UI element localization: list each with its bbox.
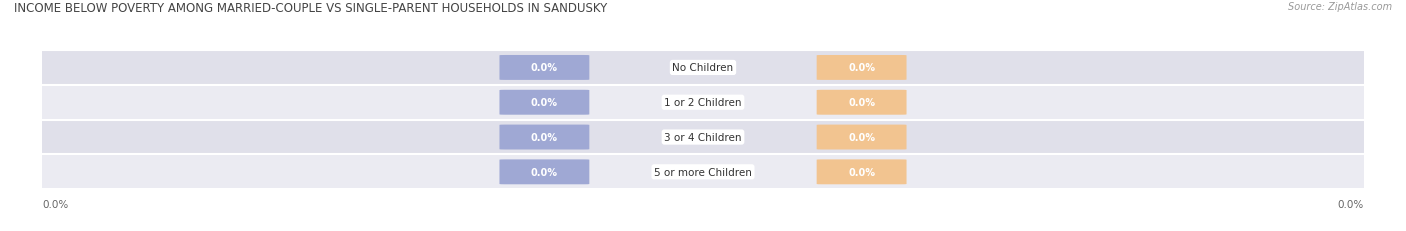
Text: 1 or 2 Children: 1 or 2 Children: [664, 98, 742, 108]
Text: 0.0%: 0.0%: [848, 98, 875, 108]
Text: 5 or more Children: 5 or more Children: [654, 167, 752, 177]
FancyBboxPatch shape: [499, 160, 589, 185]
Text: INCOME BELOW POVERTY AMONG MARRIED-COUPLE VS SINGLE-PARENT HOUSEHOLDS IN SANDUSK: INCOME BELOW POVERTY AMONG MARRIED-COUPL…: [14, 2, 607, 15]
FancyBboxPatch shape: [817, 125, 907, 150]
Text: 0.0%: 0.0%: [531, 98, 558, 108]
FancyBboxPatch shape: [817, 56, 907, 81]
Bar: [42, 51, 1364, 85]
Text: No Children: No Children: [672, 63, 734, 73]
FancyBboxPatch shape: [817, 90, 907, 115]
Text: 0.0%: 0.0%: [42, 199, 69, 209]
Text: 0.0%: 0.0%: [1337, 199, 1364, 209]
Text: 0.0%: 0.0%: [848, 63, 875, 73]
FancyBboxPatch shape: [499, 56, 589, 81]
Bar: [42, 120, 1364, 155]
FancyBboxPatch shape: [499, 90, 589, 115]
Text: Source: ZipAtlas.com: Source: ZipAtlas.com: [1288, 2, 1392, 12]
Text: 3 or 4 Children: 3 or 4 Children: [664, 132, 742, 143]
Text: 0.0%: 0.0%: [531, 132, 558, 143]
FancyBboxPatch shape: [499, 125, 589, 150]
FancyBboxPatch shape: [817, 160, 907, 185]
Text: 0.0%: 0.0%: [848, 167, 875, 177]
Text: 0.0%: 0.0%: [531, 63, 558, 73]
Bar: [42, 155, 1364, 189]
Bar: [42, 85, 1364, 120]
Text: 0.0%: 0.0%: [531, 167, 558, 177]
Text: 0.0%: 0.0%: [848, 132, 875, 143]
